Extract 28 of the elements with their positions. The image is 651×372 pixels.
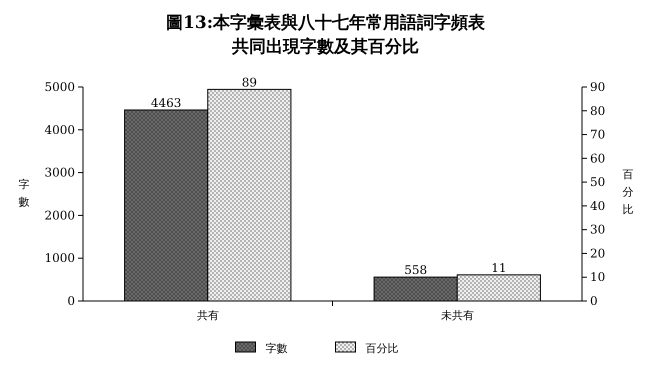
- y-tick-label: 2000: [44, 208, 75, 222]
- y-tick-label: 0: [67, 294, 75, 308]
- y2-tick-label: 10: [590, 270, 606, 284]
- y-axis-title: 字數: [18, 178, 30, 209]
- y2-tick-label: 0: [590, 294, 598, 308]
- y-tick-label: 1000: [44, 251, 75, 266]
- data-label: 11: [491, 260, 506, 275]
- data-label: 89: [242, 75, 257, 90]
- y-tick-label: 3000: [44, 166, 75, 180]
- chart-title: 圖13:本字彙表與八十七年常用語詞字頻表: [166, 13, 486, 33]
- x-tick-label: 未共有: [440, 309, 474, 322]
- legend-label: 百分比: [366, 342, 398, 355]
- y-tick-label: 4000: [44, 122, 75, 137]
- legend-label: 字數: [266, 342, 288, 355]
- y2-tick-label: 70: [590, 128, 606, 142]
- y2-tick-label: 80: [590, 104, 606, 118]
- y2-axis-title: 百分比: [622, 168, 634, 216]
- y2-tick-label: 50: [590, 175, 606, 190]
- y-tick-label: 5000: [44, 80, 75, 94]
- y2-tick-label: 60: [590, 151, 606, 166]
- data-label: 558: [404, 263, 428, 278]
- x-tick-label: 共有: [196, 309, 219, 322]
- chart-subtitle: 共同出現字數及其百分比: [231, 37, 419, 57]
- y2-tick-label: 40: [590, 198, 606, 213]
- y2-tick-label: 30: [590, 222, 606, 237]
- y2-tick-label: 90: [590, 80, 606, 94]
- y2-tick-label: 20: [590, 246, 606, 260]
- data-label: 4463: [150, 96, 182, 110]
